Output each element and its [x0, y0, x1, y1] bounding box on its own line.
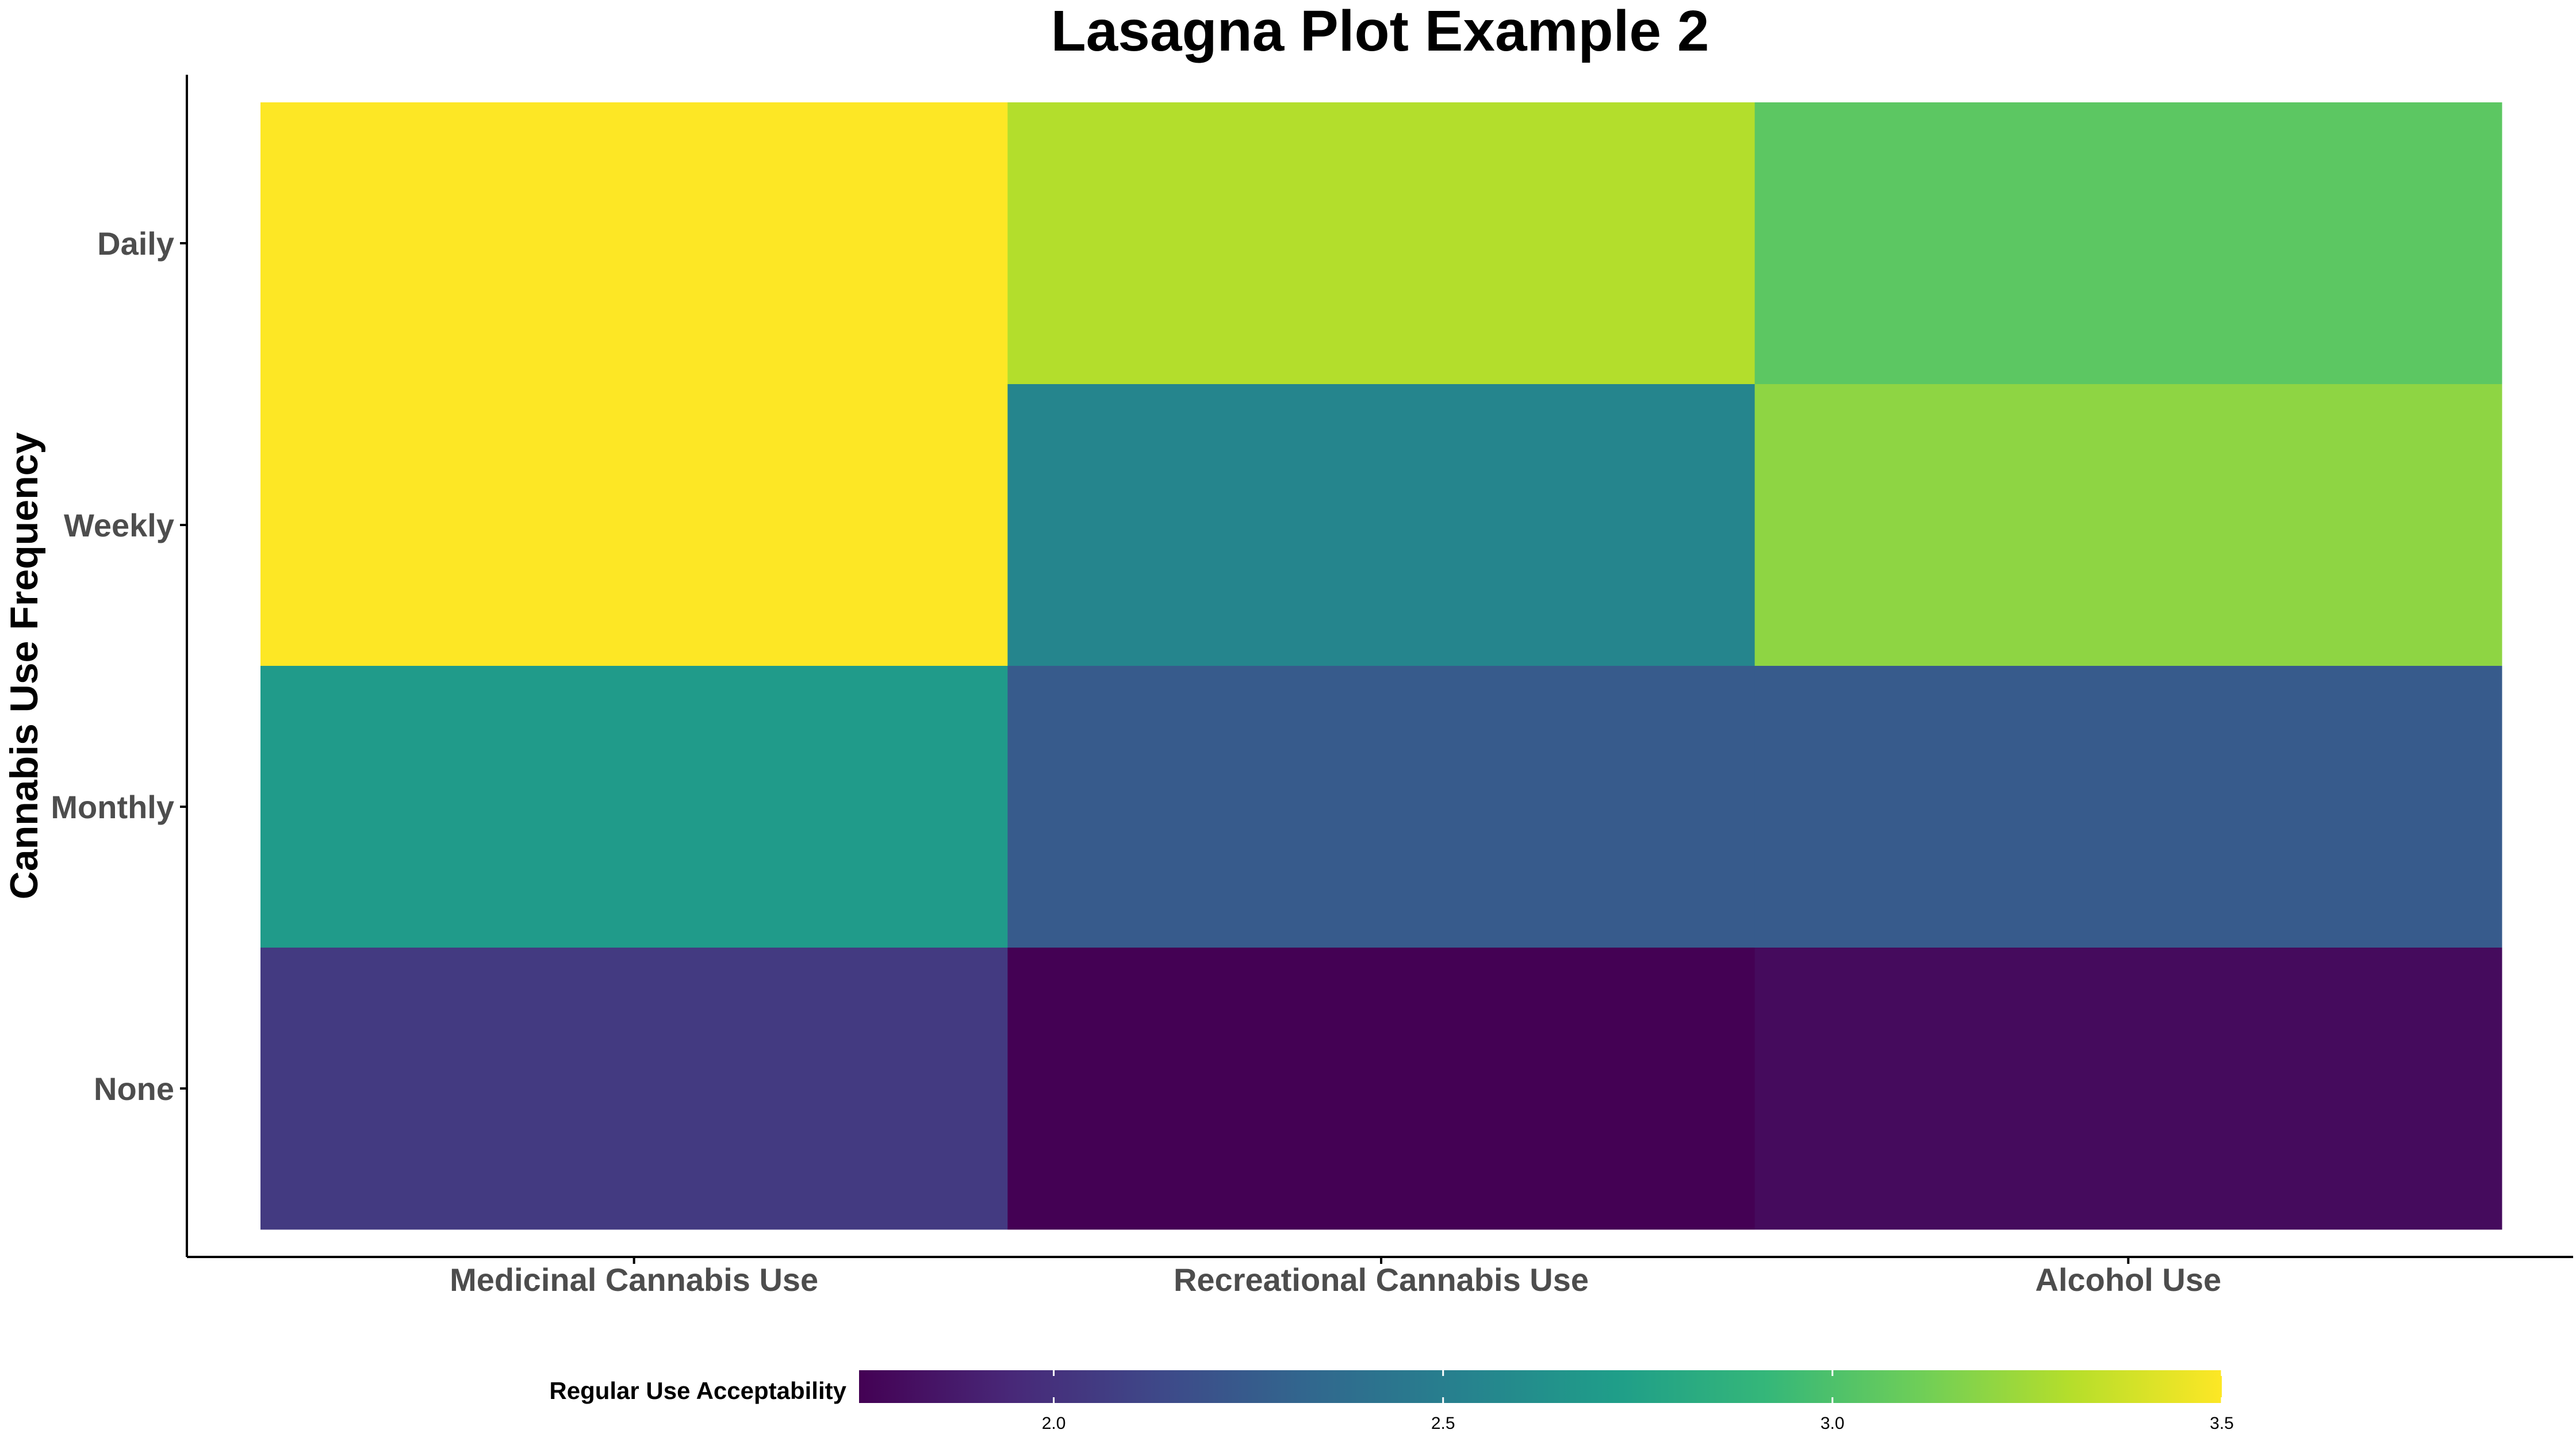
heatmap-cell: [1754, 102, 2502, 385]
heatmap-cell: [1007, 666, 1755, 948]
legend-tick-label: 3.0: [1820, 1414, 1845, 1433]
chart-title: Lasagna Plot Example 2: [1051, 0, 1709, 63]
heatmap-cell: [1754, 384, 2502, 666]
y-tick-label: Weekly: [64, 507, 174, 543]
legend-ticks: 2.0 2.5 3.0 3.5: [1042, 1370, 2234, 1433]
legend-tick-label: 3.5: [2210, 1414, 2234, 1433]
y-tick-label: Daily: [97, 225, 174, 262]
heatmap-cell: [260, 102, 1008, 385]
heatmap-cell: [260, 384, 1008, 666]
legend-tick-label: 2.0: [1042, 1414, 1066, 1433]
y-ticks: Daily Weekly Monthly None: [51, 225, 187, 1107]
legend-colorbar: [859, 1370, 2222, 1403]
x-tick-label: Alcohol Use: [2035, 1262, 2222, 1298]
heatmap-cell: [1754, 948, 2502, 1230]
heatmap-cell: [260, 666, 1008, 948]
y-tick-label: None: [94, 1071, 174, 1107]
heatmap-cell: [1754, 666, 2502, 948]
x-tick-label: Medicinal Cannabis Use: [450, 1262, 818, 1298]
x-tick-label: Recreational Cannabis Use: [1174, 1262, 1589, 1298]
y-tick-label: Monthly: [51, 789, 174, 825]
heatmap-cell: [1007, 384, 1755, 666]
heatmap-cell: [1007, 102, 1755, 385]
heatmap-cells: [260, 102, 2502, 1230]
y-axis-label: Cannabis Use Frequency: [2, 432, 46, 900]
legend-tick-label: 2.5: [1431, 1414, 1455, 1433]
heatmap-cell: [1007, 948, 1755, 1230]
color-legend: Regular Use Acceptability 2.0 2.5 3.0 3.5: [549, 1370, 2234, 1433]
legend-title: Regular Use Acceptability: [549, 1377, 846, 1404]
heatmap-cell: [260, 948, 1008, 1230]
x-ticks: Medicinal Cannabis Use Recreational Canna…: [450, 1257, 2221, 1298]
